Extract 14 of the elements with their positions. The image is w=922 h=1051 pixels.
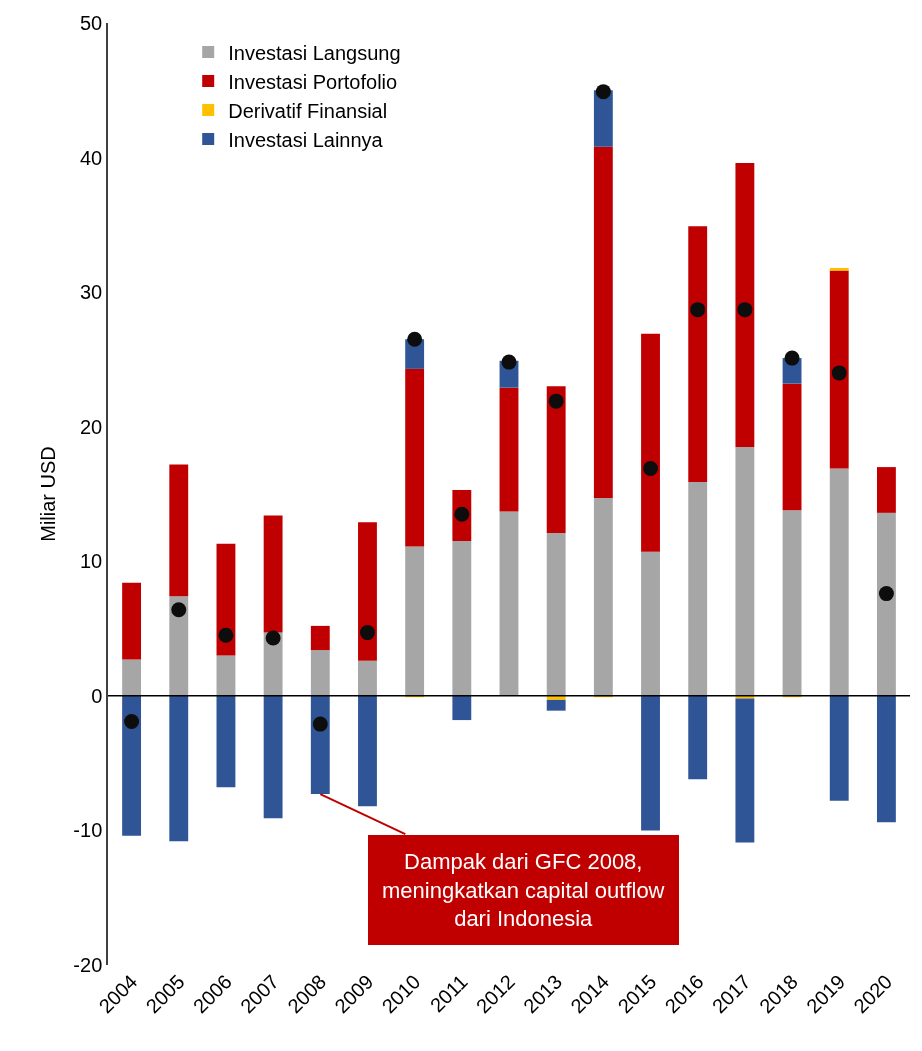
y-tick-label: 10 (80, 550, 103, 573)
legend-label: Investasi Portofolio (228, 70, 398, 93)
y-tick-label: 50 (80, 12, 103, 34)
y-tick-label: 40 (80, 146, 103, 169)
y-tick-label: -20 (73, 954, 103, 976)
legend-label: Investasi Langsung (228, 41, 401, 64)
y-tick-label: 0 (91, 684, 103, 707)
legend-label: Investasi Lainnya (228, 128, 384, 151)
y-axis-title: Miliar USD (37, 446, 60, 542)
y-tick-label: 30 (80, 281, 103, 304)
annotation: Dampak dari GFC 2008, meningkatkan capital outflow dari Indonesia (382, 849, 665, 932)
y-tick-label: -10 (73, 819, 103, 842)
y-tick-label: 20 (80, 415, 103, 438)
legend-label: Derivatif Finansial (228, 99, 388, 122)
